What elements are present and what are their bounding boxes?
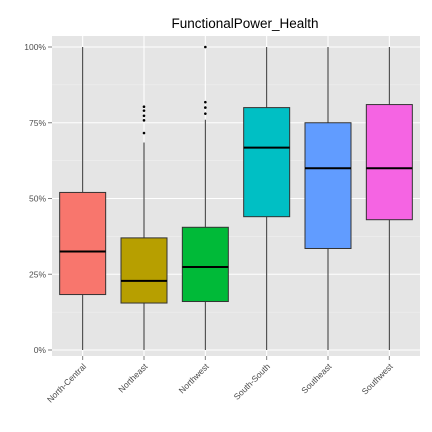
outlier-point [142, 109, 146, 112]
outlier-point [204, 100, 207, 104]
x-tick-label: South-South [232, 361, 273, 402]
chart-title: FunctionalPower_Health [171, 16, 318, 31]
y-tick-label: 100% [24, 42, 46, 52]
outlier-point [142, 119, 146, 122]
x-tick-label: Southwest [360, 361, 396, 397]
iqr-box [120, 237, 168, 304]
iqr-box [181, 226, 229, 303]
y-axis: 0% 25% 50% 75% 100% [24, 42, 52, 355]
outlier-point [142, 105, 146, 108]
x-tick-label: Northeast [116, 361, 150, 395]
outlier-point [204, 45, 207, 49]
iqr-box [304, 122, 352, 249]
iqr-box [365, 104, 413, 221]
y-tick-label: 50% [29, 194, 46, 204]
box-south-south [243, 47, 291, 350]
y-tick-label: 0% [34, 345, 47, 355]
y-tick-label: 75% [29, 118, 46, 128]
x-tick-label: North-Central [45, 361, 88, 404]
boxes-layer [59, 45, 413, 350]
box-southeast [304, 47, 352, 350]
box-southwest [365, 47, 413, 350]
iqr-box [243, 107, 291, 218]
box-northwest [181, 45, 229, 350]
x-tick-label: Southeast [299, 361, 334, 396]
outlier-point [204, 106, 207, 109]
x-tick-label: Northwest [177, 361, 212, 396]
plot-panel [52, 36, 420, 356]
outlier-point [142, 114, 146, 118]
box-north-central [59, 47, 107, 350]
outlier-point [204, 112, 207, 115]
iqr-box [59, 191, 107, 296]
box-northeast [120, 105, 168, 350]
y-tick-label: 25% [29, 269, 46, 279]
x-axis: North-Central Northeast Northwest South-Sou… [45, 356, 395, 404]
outlier-point [142, 131, 146, 135]
